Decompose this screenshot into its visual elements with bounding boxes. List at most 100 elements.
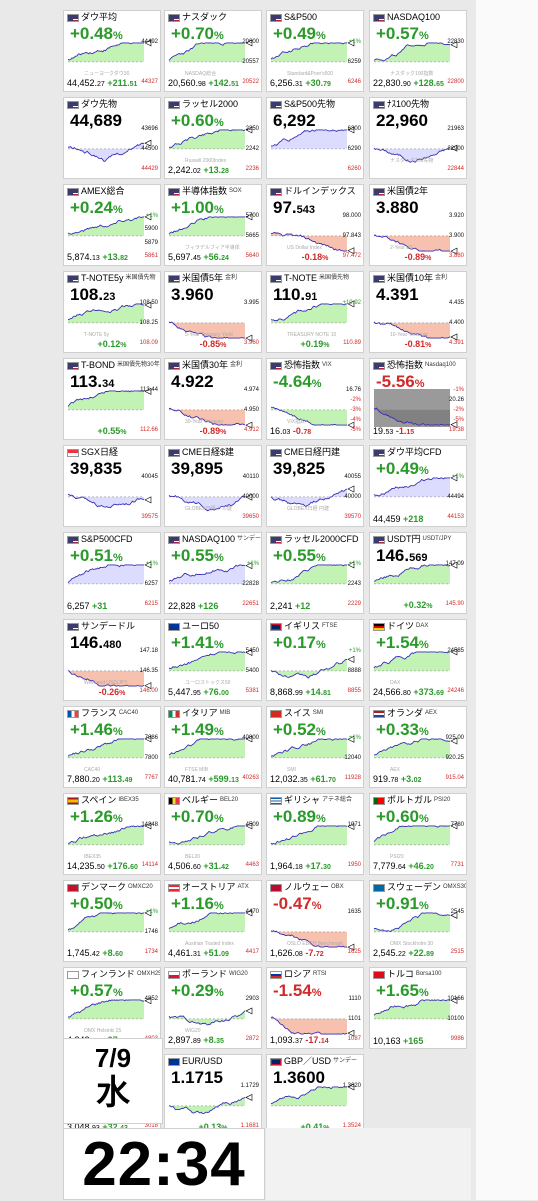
market-tile[interactable]: フランス CAC40 +1.46% 7886 7800 7767 CAC40 7,880.20… <box>63 706 161 788</box>
market-tile[interactable]: ラッセル2000 +0.60% 2250 2242 2236 Russell 2000In… <box>164 97 262 179</box>
market-tile[interactable]: ユーロ50 +1.41% 5450 5400 5381 ユーロストックス50 5,447.9… <box>164 619 262 701</box>
market-tile[interactable]: 米国債10年 金利 4.391 4.435 4.400 4.391 10-Year Trea… <box>369 271 467 353</box>
last-price-marker <box>347 943 355 951</box>
market-tile[interactable]: オーストリア ATX +1.16% 4470 4417 Austrian Traded I… <box>164 880 262 962</box>
price-level-label: -5% <box>350 427 361 433</box>
price-level-label: 8888 <box>347 668 361 674</box>
price-level-label: 3.880 <box>448 253 464 259</box>
tile-footer: -0.89% <box>165 426 261 438</box>
tile-footer: 22,828 +126 <box>168 601 218 612</box>
market-tile[interactable]: USDT円 USDT/JPY 146.569 147.09 145.90 +0.32% <box>369 532 467 614</box>
sparkline-chart <box>168 909 253 933</box>
sparkline-line <box>168 1097 246 1115</box>
market-tile[interactable]: ロシア RTSI -1.54% 1110 1101 1087 1,093.37 -17.14 <box>266 967 364 1049</box>
tile-name: T-NOTE <box>284 273 317 283</box>
tile-subname: OMXS30 <box>443 884 467 890</box>
market-tile[interactable]: NASDAQ100 +0.57% 22830 22800 ナスダック100指数 22,83… <box>369 10 467 92</box>
sparkline-chart <box>373 234 458 255</box>
last-price-marker <box>450 333 458 341</box>
change-decimals: 65 <box>436 81 444 88</box>
change-decimals: 82 <box>120 255 128 262</box>
market-tile[interactable]: 恐怖指数 VIX -4.64% 16.76 -2% -3% -4% -5% VIX指数 16.03… <box>266 358 364 440</box>
price-value: 22,830. <box>373 78 404 88</box>
price-level-label: 145.90 <box>445 601 464 607</box>
market-tile[interactable]: CME日経円建 39,825 40055 40000 39570 GLOBEX日経 円建 <box>266 445 364 527</box>
chart-watermark: VIX指数 <box>287 419 306 425</box>
price-value: 1,964. <box>270 861 296 871</box>
market-tile[interactable]: ダウ平均 +0.48% 44492 44327 ニューヨークダウ30 44,452.27 … <box>63 10 161 92</box>
main-value-suffix: % <box>113 900 123 912</box>
market-tile[interactable]: 恐怖指数 Nasdaq100 -5.56% -1% 20.26 -2% -5% 19.38 19… <box>369 358 467 440</box>
market-tile[interactable]: S&P500先物 6,292 6300 6290 6260 <box>266 97 364 179</box>
market-tile[interactable]: トルコ Borsa100 +1.65% 10166 10100 9986 10,163 +1… <box>369 967 467 1049</box>
market-tile[interactable]: ドイツ DAX +1.54% 24585 24246 DAX 24,566.80 +373.… <box>369 619 467 701</box>
market-tile[interactable]: ポーランド WIG20 +0.29% 2903 2872 WIG20 2,897.89 +8… <box>164 967 262 1049</box>
change-decimals: % <box>119 690 126 697</box>
market-tile[interactable]: ベルギー BEL20 +0.70% 4509 4463 BEL20 4,506.60 +31… <box>164 793 262 875</box>
change-value: -1. <box>395 426 407 436</box>
market-tile[interactable]: T-NOTE5y 米国債先物 108.23 108.50 108.25 108.09 T-N… <box>63 271 161 353</box>
tile-main-value: 4.391 <box>376 285 419 307</box>
tile-subname: Nasdaq100 <box>425 362 456 368</box>
market-tile[interactable]: NASDAQ100 サンデー +0.55% +1% 22828 22651 22,828 +… <box>164 532 262 614</box>
market-tile[interactable]: オランダ AEX +0.33% 925.00 920.25 915.04 AEX 919.78… <box>369 706 467 788</box>
main-value-suffix: 91 <box>305 291 318 303</box>
sparkline-line <box>168 216 245 235</box>
market-tile[interactable]: T-NOTE 米国債先物 110.91 +10.92 110.89 TREASURY NO… <box>266 271 364 353</box>
market-tile[interactable]: ラッセル2000CFD +0.55% +1% 2243 2229 2,241 +12 <box>266 532 364 614</box>
market-tile[interactable]: ナスダック +0.70% 20600 20557 20522 NASDAQ総合 20,560… <box>164 10 262 92</box>
change-decimals: 89 <box>426 951 434 958</box>
market-tile[interactable]: S&P500 +0.49% +1% 6259 6246 Standard&Poor's50… <box>266 10 364 92</box>
market-tile[interactable]: 米国債5年 金利 3.960 3.995 3.960 5-Year Treasury Yi… <box>164 271 262 353</box>
sparkline-line <box>373 825 450 842</box>
market-tile[interactable]: 米国債30年 金利 4.922 4.974 4.950 4.912 30-Year Trea… <box>164 358 262 440</box>
last-price-marker <box>347 247 355 255</box>
market-tile[interactable]: スペイン IBEX35 +1.26% 14248 14114 IBEX35 14,235.5… <box>63 793 161 875</box>
last-price-marker <box>347 822 355 830</box>
market-tile[interactable]: ギリシャ アテネ総合 +0.89% 1971 1950 1,964.18 +17.30 <box>266 793 364 875</box>
market-tile[interactable]: ドルインデックス 97.543 98.000 97.843 97.472 US Dolla… <box>266 184 364 266</box>
price-level-label: +1% <box>145 561 158 567</box>
tile-footer: 5,447.95 +76.00 <box>168 687 229 699</box>
market-tile[interactable]: 米国債2年 3.880 3.920 3.900 3.880 2-Year US -0.89% <box>369 184 467 266</box>
price-level-label: 7731 <box>450 862 464 868</box>
market-tile[interactable]: ノルウェー OBX -0.47% 1635 1625 OSLO EBCH Benchmar… <box>266 880 364 962</box>
market-tile[interactable]: S&P500CFD +0.51% +1% 6257 6215 6,257 +31 <box>63 532 161 614</box>
market-tile[interactable]: ﾅｽ100先物 22,960 21963 22900 22844 ナスダック100先物 <box>369 97 467 179</box>
market-tile[interactable]: スイス SMI +0.52% +1% 12040 11928 SMI 12,032.35 +6… <box>266 706 364 788</box>
change-value: -0.26 <box>98 687 120 697</box>
change-decimals: % <box>425 255 432 262</box>
sparkline-area <box>271 129 347 149</box>
market-tile[interactable]: ダウ平均CFD +0.49% +1% 44494 44153 44,459 +218 <box>369 445 467 527</box>
tile-name: ドイツ <box>387 621 415 631</box>
tile-name: サンデードル <box>81 621 136 631</box>
main-value-number: +1.41 <box>171 633 215 652</box>
market-tile[interactable]: イギリス FTSE +0.17% +1% 8888 8855 8,868.99 +14.81 <box>266 619 364 701</box>
market-tile[interactable]: イタリア MIB +1.49% 40800 40263 FTSE MIB 40,781.74… <box>164 706 262 788</box>
last-price-marker <box>347 485 355 493</box>
tile-title: S&P500 <box>270 12 317 23</box>
chart-watermark: ユーロストックス50 <box>185 680 231 686</box>
price-decimals: 89 <box>193 1038 201 1045</box>
market-tile[interactable]: サンデードル 146.480 147.18 146.35 146.00 Weekend U… <box>63 619 161 701</box>
market-tile[interactable]: T-BOND 米国債先物30年 113.34 113.44 112.66 +0.55% <box>63 358 161 440</box>
market-tile[interactable]: SGX日経 39,835 40045 39575 <box>63 445 161 527</box>
market-tile[interactable]: ポルトガル PSI20 +0.60% 7780 7731 PSI20 7,779.64 +4… <box>369 793 467 875</box>
tile-title: NASDAQ100 <box>373 12 440 23</box>
market-tile[interactable]: デンマーク OMXC20 +0.50% +1% 1746 1734 1,745.42 +8.… <box>63 880 161 962</box>
sparkline-chart <box>373 822 458 846</box>
market-tile[interactable]: 半導体指数 SOX +1.00% 5700 5665 5640 フィラデルフィア半導体 5,6… <box>164 184 262 266</box>
market-tile[interactable]: ダウ先物 44,689 43696 44500 44429 <box>63 97 161 179</box>
tile-footer: 4,506.60 +31.42 <box>168 861 229 873</box>
tile-footer: 12,032.35 +61.70 <box>270 774 336 786</box>
market-tile[interactable]: CME日経$建 39,895 40110 40000 39650 GLOBEX日経 ドル建 <box>164 445 262 527</box>
price-level-label: 108.09 <box>139 340 158 346</box>
market-tile[interactable]: AMEX総合 +0.24% +1% 5900 5879 5861 5,874.13 +13.… <box>63 184 161 266</box>
main-value-number: +0.49 <box>273 24 317 43</box>
price-decimals: 99 <box>295 690 303 697</box>
main-value-suffix: 480 <box>103 639 122 651</box>
market-tile[interactable]: スウェーデン OMXS30 +0.91% 2545 2515 OMX Stockholm … <box>369 880 467 962</box>
